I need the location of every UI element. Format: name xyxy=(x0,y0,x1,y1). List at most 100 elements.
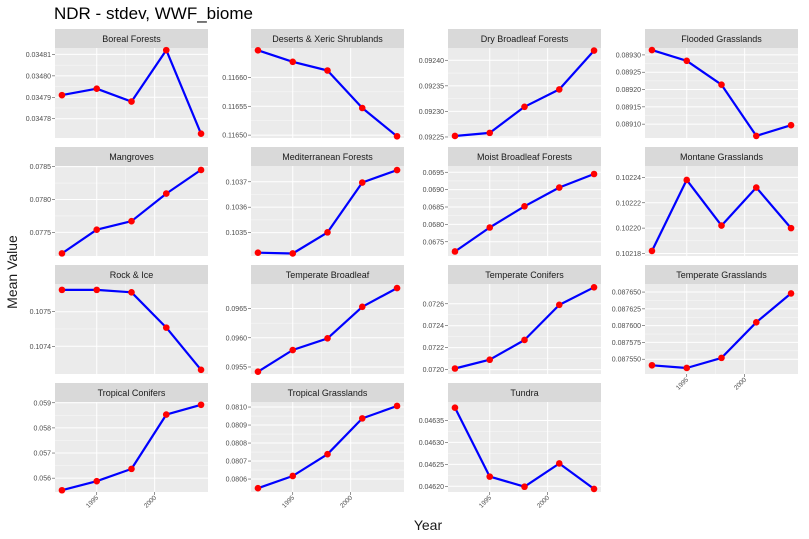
y-tick-label: 0.04625 xyxy=(419,462,444,469)
y-tick-label: 0.03478 xyxy=(26,116,51,123)
facet-panel: Dry Broadleaf Forests 0.09225 0.09230 0.092… xyxy=(419,29,601,141)
strip-background xyxy=(251,265,404,284)
y-tick-label: 0.08910 xyxy=(616,122,641,129)
data-point xyxy=(58,91,66,99)
y-tick-label: 0.08920 xyxy=(616,87,641,94)
y-tick-label: 0.1075 xyxy=(30,309,52,316)
data-point xyxy=(752,318,760,326)
data-point xyxy=(683,57,691,65)
y-tick-label: 0.0724 xyxy=(423,323,445,330)
panel-background xyxy=(251,48,404,138)
data-point xyxy=(393,166,401,174)
y-tick-label: 0.0807 xyxy=(226,459,248,466)
data-point xyxy=(787,290,795,297)
y-tick-label: 0.0808 xyxy=(226,441,248,448)
strip-label: Montane Grasslands xyxy=(680,152,764,162)
y-tick-label: 0.11650 xyxy=(222,133,247,140)
x-tick-label: 1995 xyxy=(85,494,100,509)
panel-background xyxy=(448,48,601,138)
panel-background xyxy=(448,284,601,374)
strip-label: Tropical Conifers xyxy=(98,388,166,398)
strip-label: Rock & Ice xyxy=(110,270,154,280)
y-tick-label: 0.0785 xyxy=(30,164,52,171)
data-point xyxy=(787,121,795,129)
y-tick-label: 0.0809 xyxy=(226,423,248,430)
y-tick-label: 0.1036 xyxy=(226,205,248,212)
y-tick-label: 0.0720 xyxy=(423,367,445,374)
data-point xyxy=(486,473,494,480)
data-point xyxy=(590,170,598,178)
data-point xyxy=(58,250,66,257)
y-tick-label: 0.1074 xyxy=(30,344,52,351)
data-point xyxy=(197,401,205,409)
strip-background xyxy=(55,265,208,284)
strip-label: Mangroves xyxy=(109,152,154,162)
data-point xyxy=(718,81,725,88)
strip-background xyxy=(448,383,601,402)
x-tick-label: 2000 xyxy=(733,376,748,391)
strip-label: Deserts & Xeric Shrublands xyxy=(272,34,383,44)
panel-background xyxy=(645,48,798,138)
x-tick-label: 2000 xyxy=(339,494,354,509)
strip-label: Dry Broadleaf Forests xyxy=(481,34,569,44)
data-point xyxy=(324,67,331,74)
facet-panel: Mediterranean Forests 0.1035 0.1036 0.1037 xyxy=(226,147,404,257)
x-tick-label: 2000 xyxy=(143,494,158,509)
data-point xyxy=(197,166,205,174)
data-point xyxy=(752,184,760,191)
y-tick-label: 0.03481 xyxy=(26,52,51,59)
y-tick-label: 0.056 xyxy=(33,476,51,483)
y-tick-label: 0.09230 xyxy=(419,109,444,116)
y-tick-label: 0.0690 xyxy=(423,187,445,194)
data-point xyxy=(648,46,656,54)
x-tick-label: 2000 xyxy=(536,494,551,509)
y-tick-label: 0.0965 xyxy=(226,306,248,313)
data-point xyxy=(128,465,135,473)
data-point xyxy=(521,103,528,111)
y-tick-label: 0.10222 xyxy=(616,200,641,207)
y-tick-label: 0.087650 xyxy=(612,290,641,297)
strip-label: Temperate Conifers xyxy=(485,270,564,280)
data-point xyxy=(254,368,262,375)
data-point xyxy=(718,222,725,229)
data-point xyxy=(590,485,598,493)
data-point xyxy=(289,250,297,257)
data-point xyxy=(451,404,459,412)
y-tick-label: 0.059 xyxy=(33,400,51,407)
y-tick-label: 0.04620 xyxy=(419,484,444,491)
data-point xyxy=(254,484,262,492)
data-point xyxy=(162,190,170,197)
facet-panel: Temperate Grasslands 0.087550 0.087575 0.08… xyxy=(612,265,798,392)
strip-label: Temperate Grasslands xyxy=(676,270,767,280)
data-point xyxy=(324,229,331,236)
data-point xyxy=(358,415,366,422)
y-tick-label: 0.11660 xyxy=(222,75,247,82)
y-tick-label: 0.0806 xyxy=(226,477,248,484)
panel-background xyxy=(55,402,208,492)
data-point xyxy=(197,130,205,138)
y-tick-label: 0.04635 xyxy=(419,418,444,425)
facet-panel: Boreal Forests 0.03478 0.03479 0.03480 0.034… xyxy=(26,29,208,138)
y-tick-label: 0.087575 xyxy=(612,340,641,347)
strip-label: Tropical Grasslands xyxy=(288,388,368,398)
data-point xyxy=(93,226,101,234)
y-tick-label: 0.0685 xyxy=(423,205,445,212)
data-point xyxy=(58,286,66,294)
data-point xyxy=(289,346,297,354)
strip-label: Temperate Broadleaf xyxy=(286,270,370,280)
y-tick-label: 0.1037 xyxy=(226,179,248,186)
y-tick-label: 0.08915 xyxy=(616,104,641,111)
data-point xyxy=(289,472,297,480)
y-tick-label: 0.08925 xyxy=(616,70,641,77)
data-point xyxy=(486,224,494,231)
strip-background xyxy=(251,29,404,48)
panel-background xyxy=(251,402,404,492)
data-point xyxy=(358,179,366,186)
data-point xyxy=(521,336,528,344)
data-point xyxy=(555,301,563,309)
x-tick-label: 1995 xyxy=(281,494,296,509)
data-point xyxy=(752,132,760,140)
facet-panel: Rock & Ice 0.1074 0.1075 xyxy=(30,265,208,374)
y-tick-label: 0.0955 xyxy=(226,364,248,371)
facet-panel: Moist Broadleaf Forests 0.0675 0.0680 0.068… xyxy=(423,147,601,256)
